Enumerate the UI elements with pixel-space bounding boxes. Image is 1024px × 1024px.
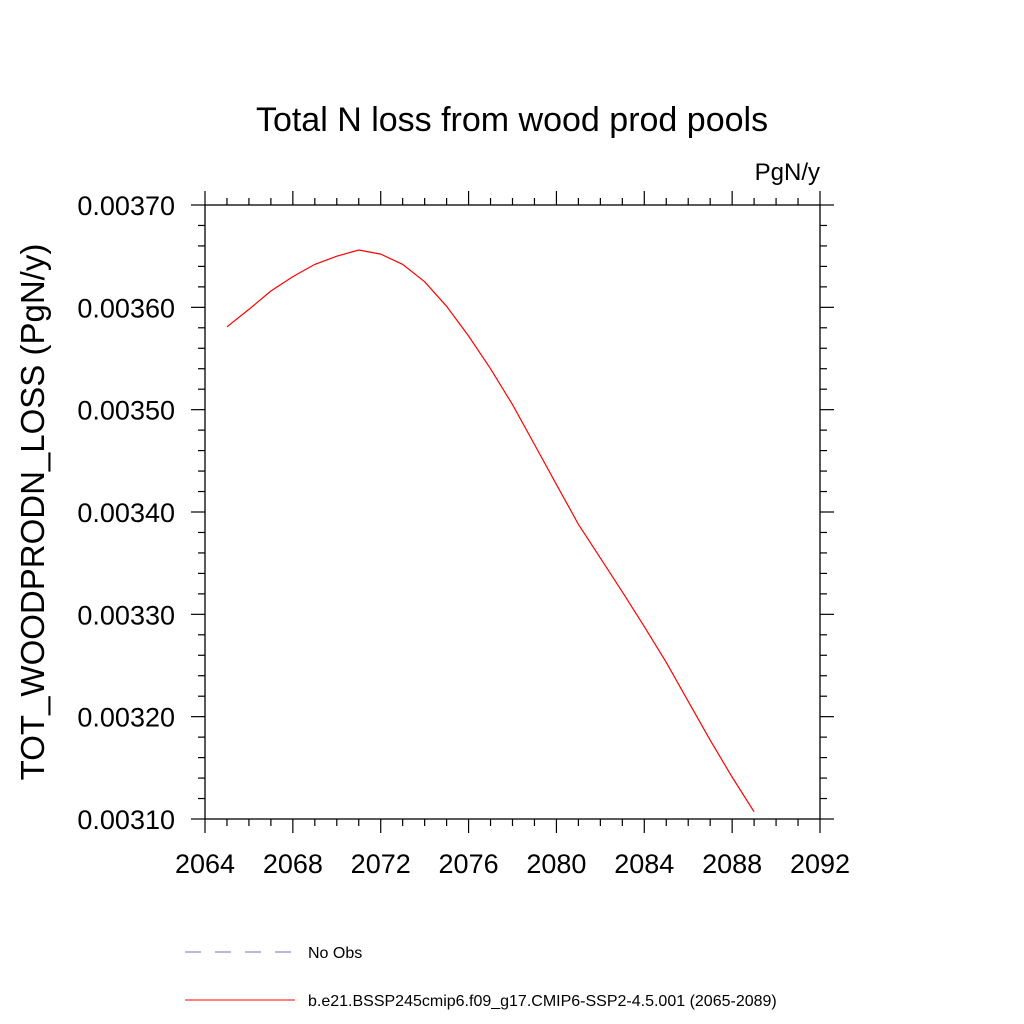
y-tick-label: 0.00360 <box>77 293 175 323</box>
series-line-1 <box>226 249 755 813</box>
y-tick-label: 0.00350 <box>77 396 175 426</box>
major-ticks <box>191 191 834 833</box>
x-tick-labels: 2064 2068 2072 2076 2080 2084 2088 2092 <box>175 849 850 879</box>
y-tick-label: 0.00330 <box>77 600 175 630</box>
legend-label-simulation: b.e21.BSSP245cmip6.f09_g17.CMIP6-SSP2-4.… <box>308 993 777 1010</box>
x-tick-label: 2084 <box>614 849 674 879</box>
series-lines <box>226 249 755 813</box>
y-tick-label: 0.00310 <box>77 805 175 835</box>
x-tick-label: 2072 <box>351 849 411 879</box>
y-tick-label: 0.00340 <box>77 498 175 528</box>
x-tick-label: 2064 <box>175 849 235 879</box>
units-label: PgN/y <box>755 159 820 186</box>
x-tick-label: 2092 <box>790 849 850 879</box>
chart-title: Total N loss from wood prod pools <box>256 101 768 139</box>
y-tick-labels: 0.00310 0.00320 0.00330 0.00340 0.00350 0.003… <box>77 191 175 835</box>
y-tick-label: 0.00370 <box>77 191 175 221</box>
x-tick-label: 2068 <box>263 849 323 879</box>
y-axis-label: TOT_WOODPRODN_LOSS (PgN/y) <box>14 244 51 781</box>
y-tick-label: 0.00320 <box>77 703 175 733</box>
legend: No Obs b.e21.BSSP245cmip6.f09_g17.CMIP6-… <box>185 945 777 1010</box>
x-tick-label: 2076 <box>439 849 499 879</box>
x-tick-label: 2088 <box>702 849 762 879</box>
x-tick-label: 2080 <box>526 849 586 879</box>
plot-frame <box>204 204 821 820</box>
minor-ticks <box>198 198 827 826</box>
legend-label-no-obs: No Obs <box>308 945 362 962</box>
